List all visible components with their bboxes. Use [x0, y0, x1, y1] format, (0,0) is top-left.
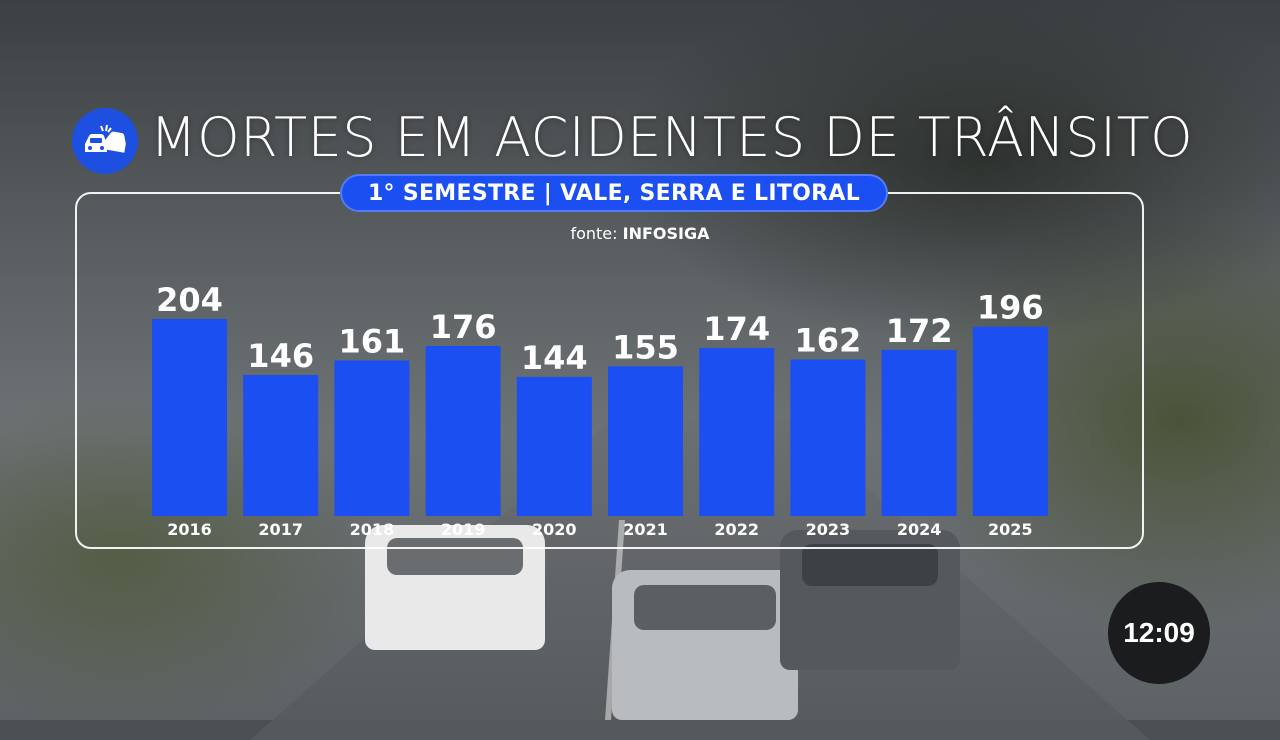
- data-label-2016: 204: [156, 281, 223, 319]
- data-label-2023: 162: [795, 322, 862, 360]
- bar-2021: [608, 366, 683, 516]
- data-label-2018: 161: [339, 322, 406, 360]
- bar-2020: [516, 376, 592, 516]
- source-prefix: fonte:: [570, 224, 618, 243]
- bar-2025: [972, 326, 1048, 516]
- tick-label-2024: 2024: [897, 520, 942, 539]
- tick-label-2023: 2023: [806, 520, 851, 539]
- bar-2019: [425, 345, 501, 516]
- data-label-2024: 172: [886, 312, 953, 350]
- bar-2018: [334, 360, 410, 516]
- source-name: INFOSIGA: [622, 224, 710, 243]
- clock-time: 12:09: [1123, 617, 1195, 648]
- clock-badge: 12:09: [1108, 582, 1210, 684]
- tick-label-2022: 2022: [714, 520, 759, 539]
- bar-2016: [152, 318, 227, 516]
- car-crash-icon: [72, 108, 138, 174]
- bar-2022: [699, 347, 775, 516]
- tick-label-2018: 2018: [350, 520, 395, 539]
- chart-subtitle: 1° SEMESTRE | VALE, SERRA E LITORAL: [340, 174, 888, 212]
- car-shape-center: [612, 570, 798, 720]
- tick-label-2016: 2016: [167, 520, 212, 539]
- tick-label-2020: 2020: [532, 520, 577, 539]
- data-label-2021: 155: [612, 328, 679, 366]
- bar-chart: 204 2016 146 2017 161 2018 176 2019 144 2020 155 20…: [152, 281, 1048, 539]
- tick-label-2019: 2019: [441, 520, 486, 539]
- bar-2023: [790, 359, 866, 516]
- car-shape-right: [780, 530, 960, 670]
- data-label-2020: 144: [521, 339, 588, 377]
- page-title: MORTES EM ACIDENTES DE TRÂNSITO: [150, 106, 1194, 169]
- bar-2017: [243, 374, 319, 516]
- data-label-2025: 196: [977, 289, 1044, 327]
- data-label-2019: 176: [430, 308, 497, 346]
- bar-2024: [881, 349, 957, 516]
- tick-label-2017: 2017: [258, 520, 303, 539]
- data-label-2017: 146: [247, 337, 314, 375]
- source-line: fonte: INFOSIGA: [0, 224, 1280, 243]
- tick-label-2025: 2025: [988, 520, 1033, 539]
- tick-label-2021: 2021: [623, 520, 668, 539]
- car-shape-left: [365, 525, 545, 650]
- data-label-2022: 174: [703, 310, 770, 348]
